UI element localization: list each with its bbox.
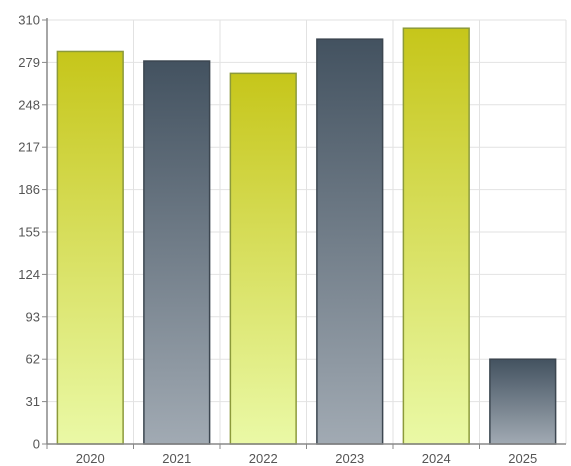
- y-tick-label: 186: [18, 182, 40, 197]
- x-tick-label: 2021: [162, 451, 191, 466]
- y-tick-label: 279: [18, 55, 40, 70]
- bar-2020: [56, 50, 124, 445]
- y-tick-label: 0: [33, 437, 40, 452]
- chart-axes: [42, 18, 566, 449]
- x-tick-label: 2020: [76, 451, 105, 466]
- x-tick-label: 2023: [335, 451, 364, 466]
- y-tick-label: 155: [18, 225, 40, 240]
- y-tick-label: 31: [26, 394, 40, 409]
- bar-2025: [489, 358, 557, 445]
- bar-2022: [229, 72, 297, 445]
- chart-tick-labels: 0 31 62 93 124 155 186 217 248 279 310 2020 2021 2022…: [18, 13, 537, 466]
- x-tick-label: 2022: [249, 451, 278, 466]
- y-tick-label: 248: [18, 97, 40, 112]
- bar-2024: [402, 27, 470, 445]
- x-tick-label: 2024: [422, 451, 451, 466]
- y-tick-label: 217: [18, 140, 40, 155]
- chart-gridlines: [47, 19, 567, 444]
- y-tick-label: 62: [26, 352, 40, 367]
- y-tick-label: 124: [18, 267, 40, 282]
- x-tick-label: 2025: [508, 451, 537, 466]
- bar-2021: [143, 60, 211, 445]
- y-tick-label: 93: [26, 309, 40, 324]
- bar-2023: [316, 38, 384, 445]
- chart-bars: [56, 27, 557, 445]
- y-tick-label: 310: [18, 13, 40, 28]
